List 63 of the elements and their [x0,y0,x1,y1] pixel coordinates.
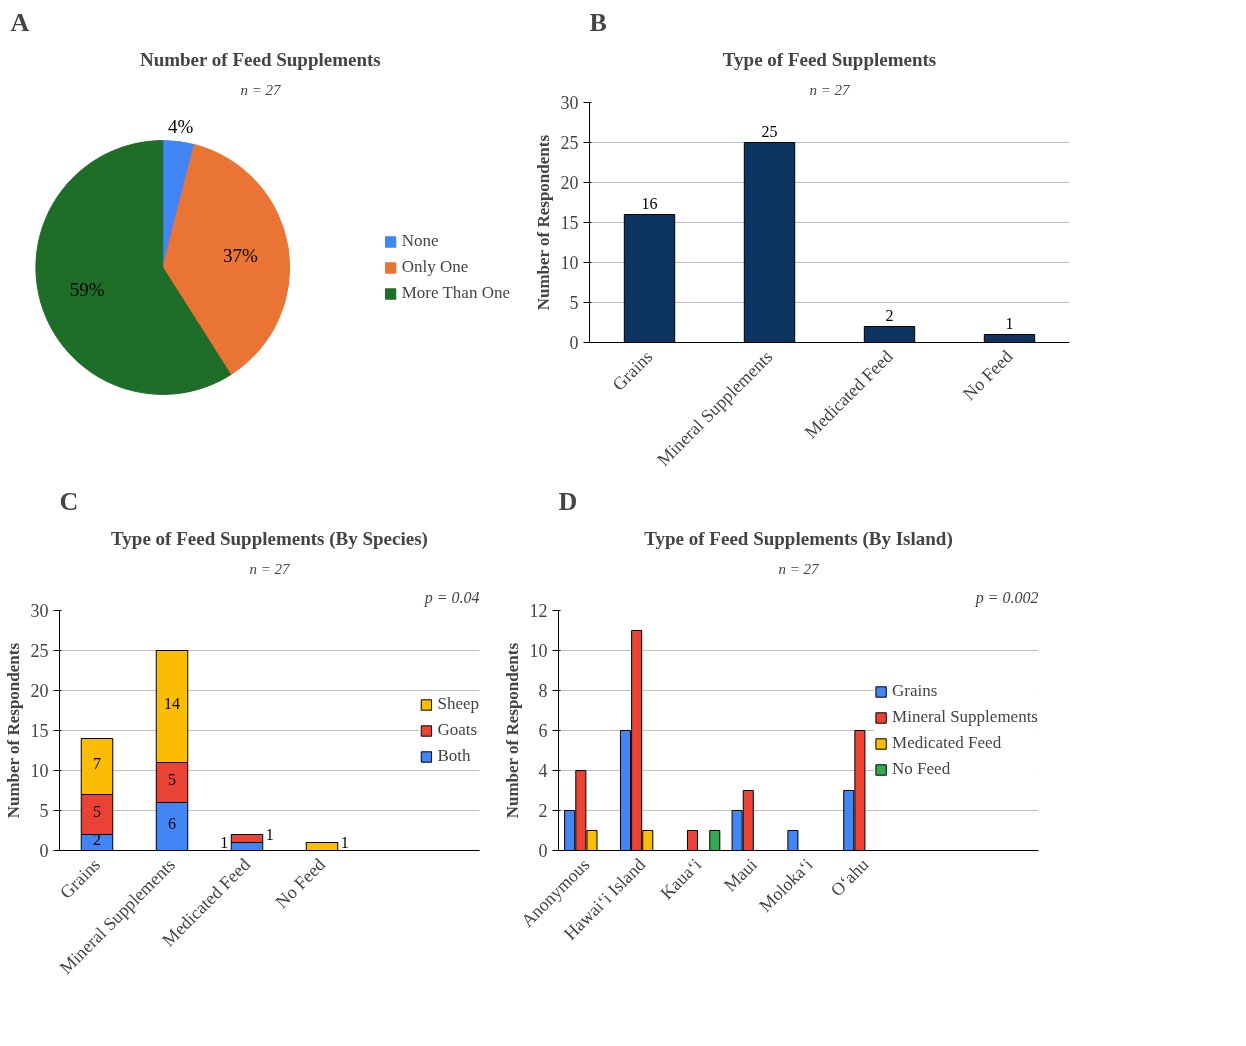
legend-label: Only One [401,257,469,277]
chart-title: Type of Feed Supplements [722,48,937,70]
chart-title: Type of Feed Supplements (By Species) [111,527,428,550]
y-tick-label: 30 [560,93,579,113]
y-tick-label: 5 [569,293,579,313]
y-tick-label: 0 [538,841,548,861]
y-tick-label: 12 [529,601,548,621]
text: p = 0.002 [974,588,1039,607]
chart-subtitle: n = 27 [778,560,821,577]
text: D [558,486,578,516]
y-tick-label: 30 [30,601,49,621]
data-label: 1 [340,833,349,851]
y-tick-label: 6 [538,721,548,741]
y-tick-label: 5 [39,801,49,821]
y-axis-title: Number of Respondents [502,642,522,819]
chart-subtitle: n = 27 [809,81,852,98]
data-label: 5 [93,803,101,820]
text: p = 0.04 [423,588,480,607]
y-tick-label: 15 [560,213,579,233]
y-tick-label: 4 [538,761,548,781]
text: C [59,486,79,516]
y-tick-label: 8 [538,681,548,701]
legend-label: Both [437,746,471,766]
legend-label: Grains [892,681,938,701]
text: A [10,7,30,37]
y-tick-label: 25 [560,133,579,153]
text: B [589,7,607,37]
data-label: 25 [761,122,778,140]
data-label: 6 [168,815,176,832]
data-label: 59% [69,278,105,300]
y-axis-title: Number of Respondents [533,134,553,311]
data-label: 14 [164,695,180,712]
chart-subtitle: n = 27 [240,81,283,98]
y-tick-label: 20 [560,173,579,193]
data-label: 1 [1005,314,1014,332]
legend-label: Medicated Feed [892,733,1002,753]
legend-label: Sheep [437,694,479,714]
y-tick-label: 2 [538,801,548,821]
data-label: 5 [168,771,176,788]
y-axis-title: Number of Respondents [3,642,23,819]
data-label: 37% [223,244,259,266]
y-tick-label: 0 [39,841,49,861]
data-label: 4% [167,115,194,137]
y-tick-label: 20 [30,681,49,701]
data-label: 2 [885,306,894,324]
legend-label: Mineral Supplements [892,707,1038,727]
y-tick-label: 15 [30,721,49,741]
legend-label: More Than One [401,283,510,303]
y-tick-label: 10 [560,253,579,273]
legend-label: Goats [437,720,478,740]
y-tick-label: 10 [30,761,49,781]
y-tick-label: 25 [30,641,49,661]
chart-title: Type of Feed Supplements (By Island) [644,527,953,550]
legend-label: No Feed [892,759,951,779]
y-tick-label: 10 [529,641,548,661]
data-label: 7 [93,755,101,772]
legend-label: None [401,231,439,251]
data-label: 1 [265,825,274,843]
data-label: 16 [641,194,658,212]
data-label: 1 [220,833,229,851]
chart-title: Number of Feed Supplements [139,48,381,70]
chart-subtitle: n = 27 [249,560,292,577]
y-tick-label: 0 [569,333,579,353]
